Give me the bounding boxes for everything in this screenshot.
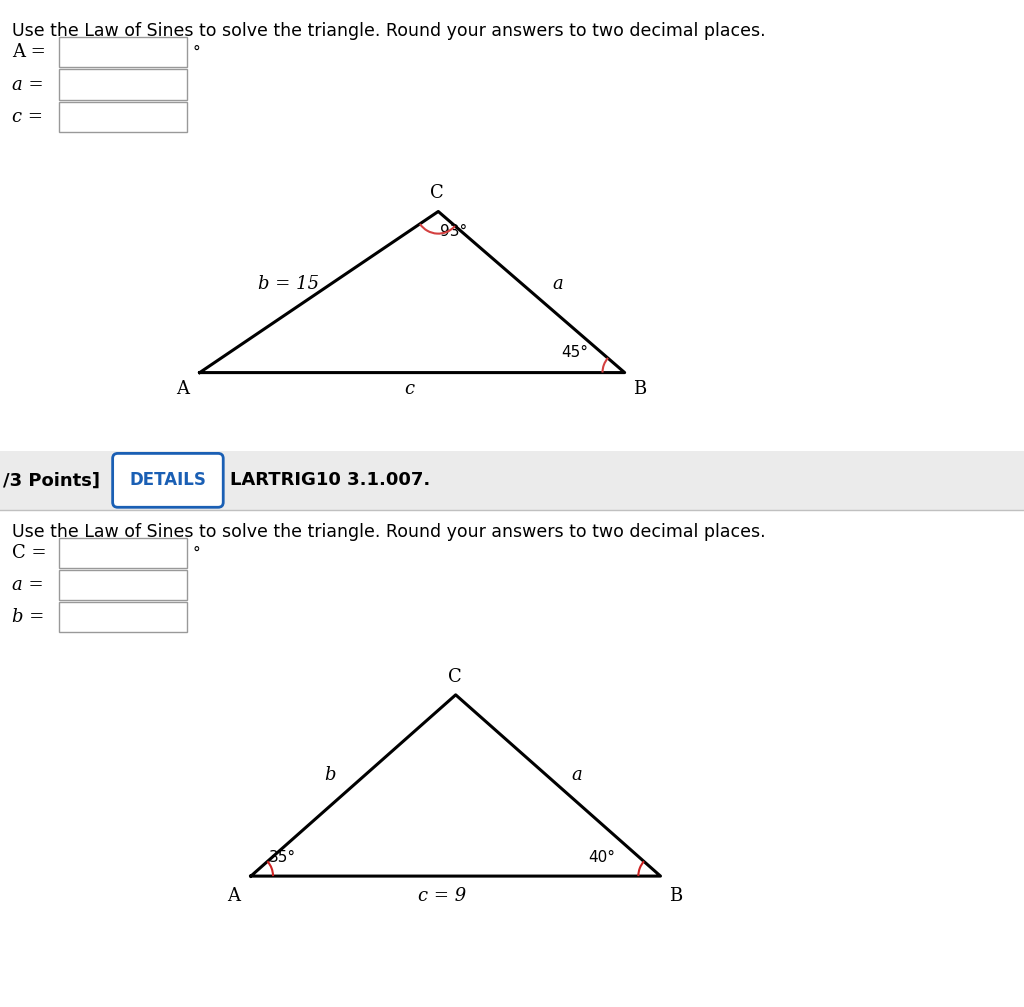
Text: a =: a =	[12, 576, 44, 594]
Text: Use the Law of Sines to solve the triangle. Round your answers to two decimal pl: Use the Law of Sines to solve the triang…	[12, 523, 766, 541]
Text: 35°: 35°	[269, 851, 296, 865]
Text: C: C	[430, 184, 444, 202]
Bar	[0, 451, 1024, 510]
Text: LARTRIG10 3.1.007.: LARTRIG10 3.1.007.	[230, 471, 431, 489]
FancyBboxPatch shape	[59, 538, 187, 568]
Text: °: °	[193, 546, 201, 560]
Text: b: b	[324, 766, 336, 784]
FancyBboxPatch shape	[113, 453, 223, 508]
Text: A: A	[176, 380, 188, 398]
Text: c = 9: c = 9	[418, 887, 467, 905]
Text: B: B	[670, 887, 682, 905]
Text: C =: C =	[12, 544, 47, 562]
FancyBboxPatch shape	[59, 570, 187, 600]
Text: °: °	[193, 45, 201, 59]
Text: A: A	[227, 887, 240, 905]
Text: a: a	[571, 766, 582, 784]
Text: b =: b =	[12, 608, 45, 626]
Text: 45°: 45°	[561, 345, 588, 359]
Text: A =: A =	[12, 43, 46, 61]
Text: c: c	[404, 380, 415, 398]
Text: /3 Points]: /3 Points]	[3, 471, 100, 489]
Text: 40°: 40°	[588, 851, 614, 865]
FancyBboxPatch shape	[59, 37, 187, 67]
Text: c =: c =	[12, 108, 43, 126]
Text: b = 15: b = 15	[258, 275, 319, 293]
Text: 93°: 93°	[440, 225, 468, 239]
FancyBboxPatch shape	[59, 602, 187, 632]
Text: B: B	[634, 380, 646, 398]
Text: C: C	[447, 668, 462, 686]
FancyBboxPatch shape	[59, 69, 187, 100]
Text: a: a	[553, 275, 563, 293]
Text: DETAILS: DETAILS	[129, 471, 207, 489]
Text: a =: a =	[12, 76, 44, 94]
FancyBboxPatch shape	[59, 102, 187, 132]
Text: Use the Law of Sines to solve the triangle. Round your answers to two decimal pl: Use the Law of Sines to solve the triang…	[12, 22, 766, 40]
